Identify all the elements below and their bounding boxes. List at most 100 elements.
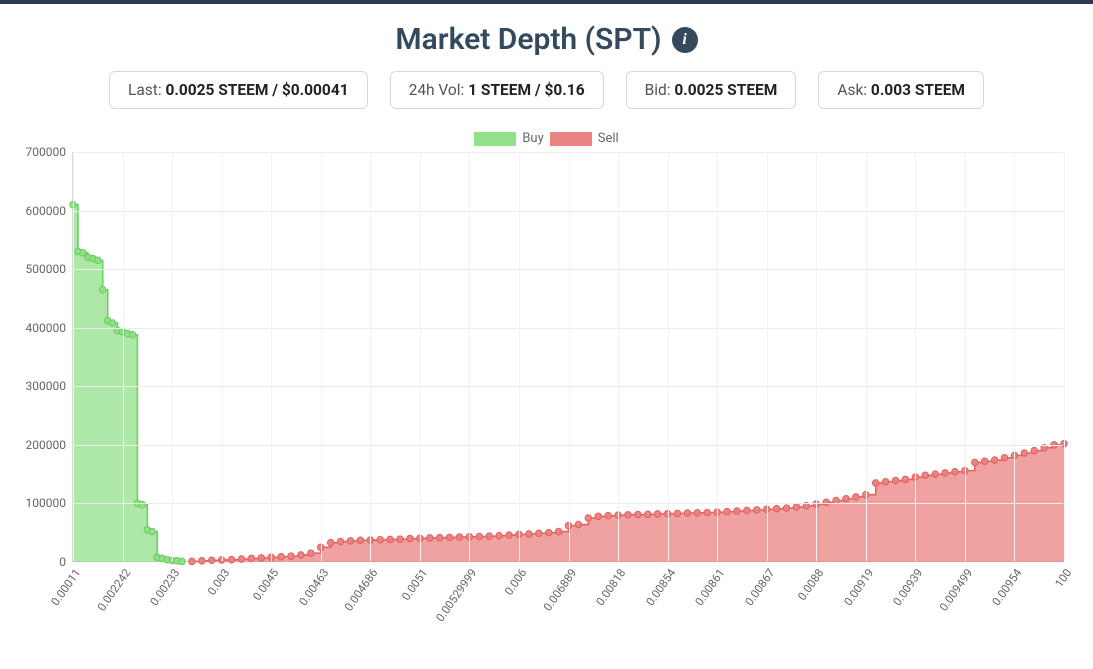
sell-marker[interactable] [704, 509, 710, 515]
buy-marker[interactable] [129, 332, 135, 338]
sell-marker[interactable] [694, 510, 700, 516]
sell-marker[interactable] [486, 533, 492, 539]
sell-marker[interactable] [476, 533, 482, 539]
gridline-vertical [767, 152, 768, 561]
sell-marker[interactable] [793, 504, 799, 510]
buy-marker[interactable] [100, 286, 106, 292]
sell-marker[interactable] [724, 508, 730, 514]
sell-marker[interactable] [377, 537, 383, 543]
buy-marker[interactable] [95, 257, 101, 263]
buy-marker[interactable] [109, 320, 115, 326]
sell-marker[interactable] [625, 512, 631, 518]
sell-marker[interactable] [288, 553, 294, 559]
sell-marker[interactable] [258, 555, 264, 561]
sell-marker[interactable] [575, 521, 581, 527]
sell-marker[interactable] [773, 506, 779, 512]
gridline-vertical [569, 152, 570, 561]
sell-marker[interactable] [654, 511, 660, 517]
stat-label: Ask: [837, 81, 871, 99]
stat-label: Bid: [645, 81, 675, 99]
sell-marker[interactable] [407, 535, 413, 541]
y-tick-label: 0 [59, 555, 66, 569]
x-tick-label: 0.0045 [250, 566, 282, 603]
sell-marker[interactable] [823, 499, 829, 505]
y-tick-label: 600000 [26, 204, 66, 218]
sell-marker[interactable] [892, 477, 898, 483]
x-tick-label: 0.00867 [742, 566, 777, 608]
sell-marker[interactable] [754, 507, 760, 513]
buy-marker[interactable] [139, 501, 145, 507]
sell-marker[interactable] [397, 536, 403, 542]
sell-marker[interactable] [595, 513, 601, 519]
sell-marker[interactable] [635, 511, 641, 517]
sell-marker[interactable] [684, 510, 690, 516]
stats-row: Last: 0.0025 STEEM / $0.00041 24h Vol: 1… [0, 71, 1093, 131]
gridline-vertical [321, 152, 322, 561]
sell-marker[interactable] [645, 511, 651, 517]
sell-marker[interactable] [902, 476, 908, 482]
gridline-vertical [271, 152, 272, 561]
page-header: Market Depth (SPT) i [0, 4, 1093, 71]
x-axis: 0.000110.0022420.002330.0030.00450.00463… [72, 562, 1063, 637]
sell-marker[interactable] [605, 513, 611, 519]
x-tick-label: 0.00818 [593, 566, 628, 608]
y-tick-label: 700000 [26, 145, 66, 159]
sell-marker[interactable] [308, 550, 314, 556]
gridline-vertical [618, 152, 619, 561]
sell-marker[interactable] [387, 536, 393, 542]
sell-marker[interactable] [783, 505, 789, 511]
sell-marker[interactable] [337, 538, 343, 544]
x-tick-label: 0.0088 [795, 566, 827, 603]
buy-marker[interactable] [149, 528, 155, 534]
sell-marker[interactable] [536, 530, 542, 536]
sell-marker[interactable] [278, 554, 284, 560]
gridline-vertical [816, 152, 817, 561]
sell-marker[interactable] [952, 469, 958, 475]
sell-marker[interactable] [734, 508, 740, 514]
x-tick-label: 0.00854 [643, 566, 678, 608]
sell-marker[interactable] [496, 532, 502, 538]
sell-marker[interactable] [436, 534, 442, 540]
sell-marker[interactable] [327, 539, 333, 545]
x-tick-label: 0.00861 [692, 566, 727, 608]
gridline-vertical [420, 152, 421, 561]
gridline-vertical [1014, 152, 1015, 561]
sell-marker[interactable] [555, 528, 561, 534]
chart-container: 0100000200000300000400000500000600000700… [0, 152, 1093, 637]
sell-marker[interactable] [853, 494, 859, 500]
sell-marker[interactable] [506, 532, 512, 538]
legend-swatch-buy [474, 132, 516, 146]
sell-marker[interactable] [1001, 455, 1007, 461]
sell-marker[interactable] [357, 537, 363, 543]
sell-marker[interactable] [545, 530, 551, 536]
info-icon[interactable]: i [672, 27, 698, 53]
sell-marker[interactable] [942, 470, 948, 476]
x-tick-label: 0.002242 [94, 566, 133, 614]
sell-marker[interactable] [873, 480, 879, 486]
y-tick-label: 300000 [26, 379, 66, 393]
sell-marker[interactable] [991, 457, 997, 463]
sell-marker[interactable] [972, 459, 978, 465]
y-tick-label: 200000 [26, 438, 66, 452]
sell-marker[interactable] [456, 534, 462, 540]
sell-marker[interactable] [1021, 450, 1027, 456]
sell-marker[interactable] [932, 471, 938, 477]
plot-area[interactable] [72, 152, 1063, 562]
sell-marker[interactable] [298, 552, 304, 558]
chart-legend: Buy Sell [0, 131, 1093, 152]
sell-marker[interactable] [446, 534, 452, 540]
sell-marker[interactable] [585, 515, 591, 521]
x-tick-label: 0.00529999 [433, 566, 480, 624]
sell-marker[interactable] [526, 531, 532, 537]
sell-marker[interactable] [427, 535, 433, 541]
sell-marker[interactable] [248, 555, 254, 561]
sell-marker[interactable] [1031, 448, 1037, 454]
sell-marker[interactable] [982, 458, 988, 464]
sell-marker[interactable] [744, 507, 750, 513]
sell-marker[interactable] [843, 496, 849, 502]
sell-marker[interactable] [922, 472, 928, 478]
sell-marker[interactable] [347, 538, 353, 544]
sell-marker[interactable] [882, 479, 888, 485]
x-tick-label: 0.0051 [399, 566, 431, 603]
sell-marker[interactable] [674, 510, 680, 516]
